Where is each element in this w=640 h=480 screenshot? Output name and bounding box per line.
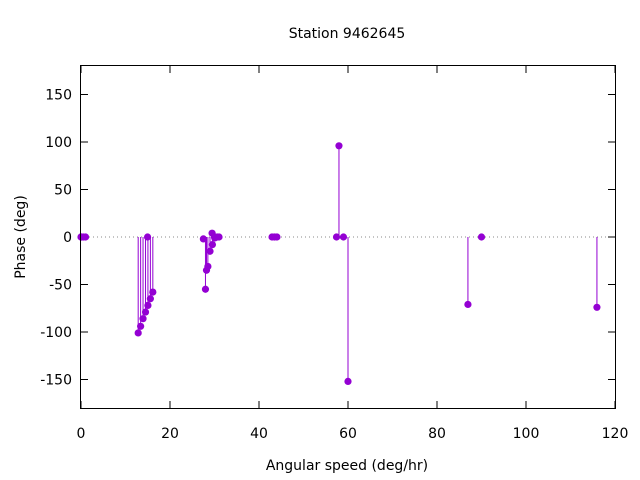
y-tick-label: -150 [40,373,72,389]
y-tick-label: -100 [40,325,72,341]
data-point [344,377,352,385]
data-point [144,301,152,309]
data-point [141,308,150,316]
x-axis-label: Angular speed (deg/hr) [266,458,428,474]
data-point [149,288,157,296]
data-point [477,233,486,241]
data-point [137,322,145,330]
data-point [215,233,223,241]
data-point [332,233,341,241]
data-point [201,285,210,293]
chart-title: Station 9462645 [289,26,406,42]
data-point [208,241,217,249]
data-layer [77,142,601,385]
data-point [273,233,281,241]
plot-frame [80,65,616,409]
data-point [206,247,214,255]
tick-layer: 0 20 40 60 80 100 120 -150 -100 -50 0 50 100 150 [40,66,628,442]
y-axis-label: Phase (deg) [13,195,29,279]
x-tick-label: 120 [602,426,629,442]
x-tick-label: 20 [161,426,179,442]
x-tick-label: 60 [339,426,357,442]
y-tick-label: 100 [45,135,72,151]
data-point [339,233,348,241]
data-point [593,303,601,311]
x-tick-label: 40 [250,426,268,442]
data-point [335,142,343,150]
x-tick-label: 80 [428,426,446,442]
y-tick-label: 150 [45,88,72,104]
x-tick-label: 100 [513,426,540,442]
x-tick-label: 0 [77,426,86,442]
data-point [81,233,90,241]
y-tick-label: 50 [54,183,72,199]
data-point [204,262,212,271]
y-tick-label: 0 [63,230,72,246]
y-tick-label: -50 [49,278,72,294]
data-point [464,300,472,309]
data-point [134,329,142,337]
data-point [146,295,154,303]
data-point [139,315,147,323]
